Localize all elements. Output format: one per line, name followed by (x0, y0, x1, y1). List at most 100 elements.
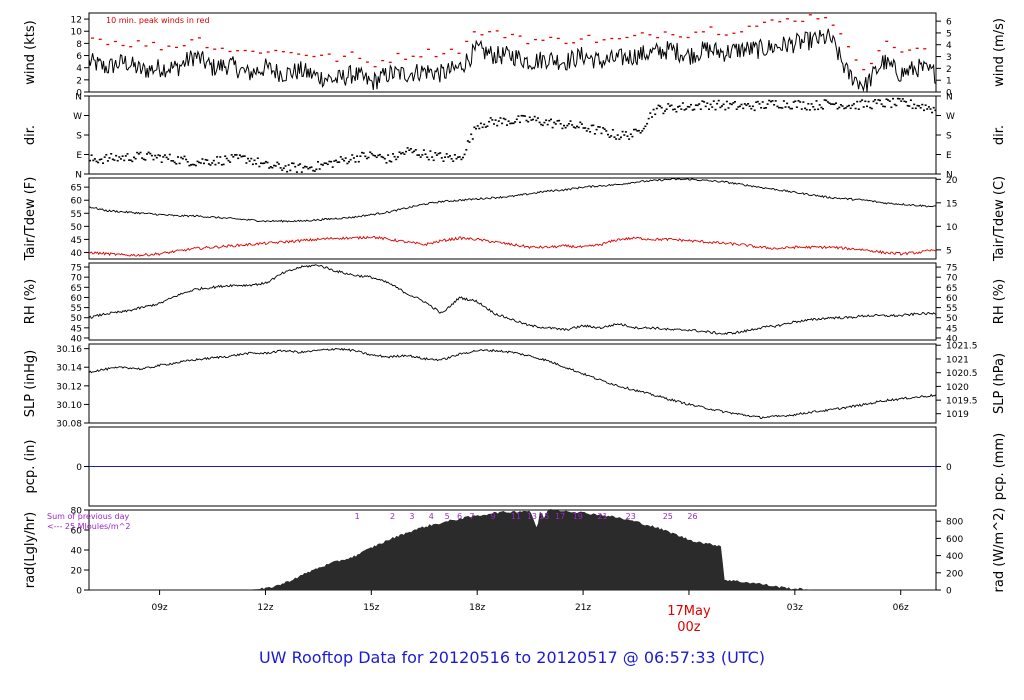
direction-point (437, 152, 440, 155)
direction-point (444, 156, 447, 158)
direction-point (600, 132, 603, 135)
y-tick-label-right: 1019.5 (946, 397, 978, 407)
direction-point (431, 156, 434, 158)
direction-point (429, 150, 432, 152)
direction-point (667, 103, 670, 105)
direction-point (173, 161, 176, 164)
day-marker: 6 (457, 512, 462, 521)
direction-point (328, 160, 331, 163)
y-tick-label-right: 5 (946, 29, 952, 39)
direction-point (261, 162, 264, 165)
direction-point (317, 161, 319, 163)
direction-point (714, 108, 717, 111)
y-axis-label-right: RH (%) (992, 279, 1007, 324)
direction-point (882, 105, 885, 108)
direction-point (393, 155, 396, 158)
direction-point (457, 156, 460, 158)
direction-point (525, 119, 528, 122)
direction-point (756, 100, 759, 103)
day-marker: 11 (511, 512, 521, 521)
direction-point (655, 107, 658, 110)
direction-point (538, 121, 541, 124)
direction-point (747, 103, 750, 105)
y-tick-label-left: E (76, 151, 82, 161)
direction-point (730, 103, 733, 106)
direction-point (879, 99, 881, 102)
direction-point (351, 154, 354, 156)
direction-point (361, 151, 363, 154)
y-tick-label-right: 65 (946, 284, 957, 294)
direction-point (527, 120, 530, 123)
direction-point (753, 109, 756, 112)
direction-point (119, 158, 122, 160)
panel-frame (88, 343, 937, 424)
direction-point (685, 108, 688, 110)
direction-point (159, 154, 161, 157)
direction-point (499, 117, 502, 119)
direction-point (273, 164, 276, 167)
direction-point (395, 158, 398, 161)
direction-point (274, 165, 277, 167)
direction-point (502, 117, 505, 120)
y-tick-label-left: 30.16 (56, 345, 82, 355)
direction-point (277, 163, 280, 165)
direction-point (149, 152, 152, 155)
x-tick-label: 15z (363, 603, 379, 613)
chart-title: UW Rooftop Data for 20120516 to 20120517… (258, 648, 766, 667)
direction-point (660, 106, 663, 109)
direction-point (901, 98, 904, 100)
direction-point (255, 163, 258, 165)
y-tick-label-left: 55 (71, 210, 82, 220)
direction-point (932, 106, 935, 109)
direction-point (269, 166, 272, 168)
direction-point (633, 128, 635, 131)
direction-point (318, 168, 321, 170)
direction-point (908, 105, 911, 107)
direction-point (848, 104, 850, 107)
direction-point (339, 156, 342, 158)
y-axis-label: rad(Lgly/hr) (23, 512, 38, 588)
direction-point (264, 160, 267, 163)
direction-point (727, 107, 730, 109)
sum-note-line2: <--- 25 MJoules/m^2 (47, 522, 130, 531)
direction-point (510, 122, 513, 125)
direction-point (870, 107, 873, 110)
direction-point (380, 155, 383, 158)
direction-point (106, 160, 109, 162)
direction-point (341, 158, 344, 160)
direction-point (222, 163, 225, 166)
x-date-sublabel: 00z (677, 620, 701, 635)
direction-point (628, 138, 631, 140)
direction-point (520, 114, 523, 117)
direction-point (743, 103, 746, 105)
y-tick-label-left: 65 (71, 284, 82, 294)
direction-point (413, 150, 416, 153)
y-tick-label-left: 60 (71, 294, 83, 304)
direction-point (892, 97, 894, 100)
direction-point (214, 163, 217, 166)
day-marker: 21 (597, 512, 607, 521)
direction-point (706, 102, 709, 104)
direction-point (885, 98, 888, 100)
direction-point (137, 153, 140, 155)
direction-point (344, 157, 347, 159)
direction-point (403, 153, 406, 155)
direction-point (789, 107, 792, 110)
direction-point (131, 160, 134, 163)
direction-point (486, 125, 489, 127)
direction-point (875, 102, 878, 105)
direction-point (227, 159, 230, 162)
y-tick-label-left: 0 (76, 587, 82, 597)
direction-point (405, 150, 407, 153)
direction-point (916, 104, 919, 107)
y-tick-label-left: 30.10 (56, 401, 82, 411)
direction-point (856, 100, 859, 103)
direction-point (258, 165, 261, 168)
direction-point (449, 155, 451, 157)
direction-point (776, 105, 779, 108)
direction-point (97, 161, 100, 164)
direction-point (509, 122, 512, 125)
direction-point (732, 102, 735, 104)
direction-point (585, 130, 588, 132)
y-tick-label-right: 4 (946, 41, 952, 51)
